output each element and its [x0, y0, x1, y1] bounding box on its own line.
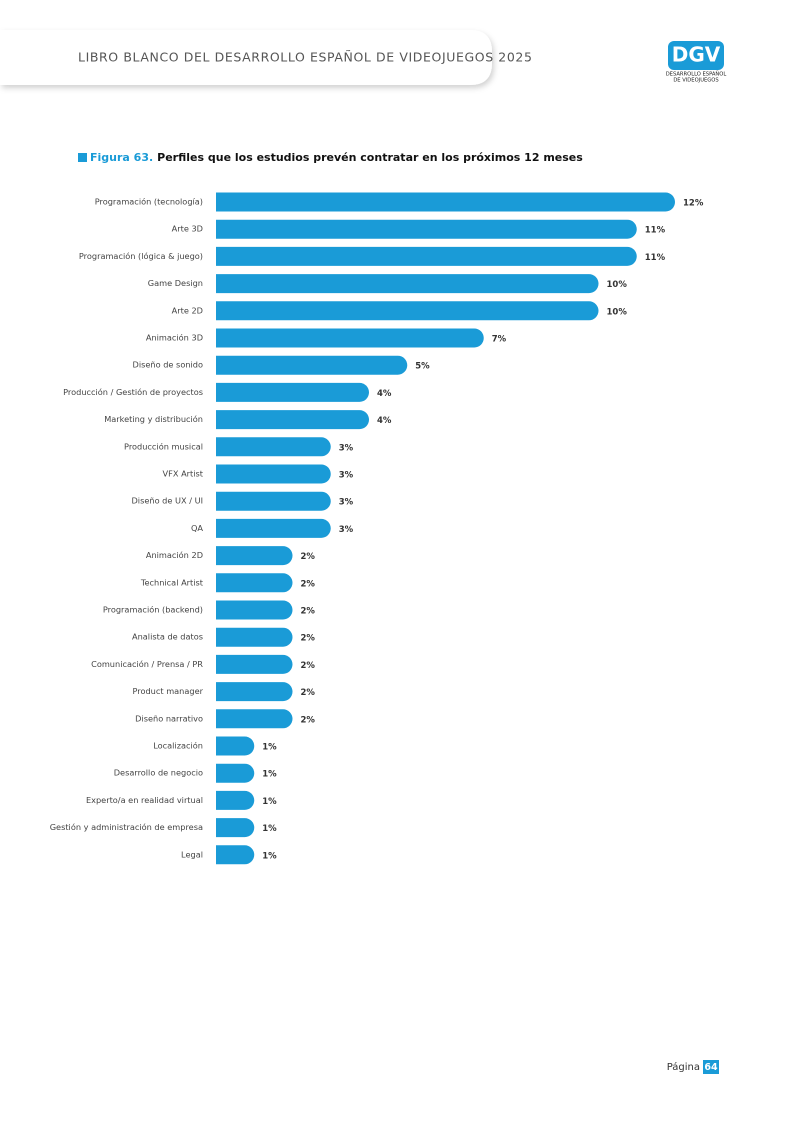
- category-label: Marketing y distribución: [104, 414, 203, 424]
- bar: [216, 709, 293, 729]
- value-label: 3%: [339, 525, 354, 535]
- category-label: Diseño de UX / UI: [132, 496, 204, 506]
- page-box: [703, 1060, 719, 1074]
- logo-mark: DGV: [672, 43, 721, 67]
- bar: [216, 219, 637, 239]
- bar: [216, 654, 293, 674]
- header-tab: [0, 30, 492, 85]
- category-label: Product manager: [133, 686, 204, 696]
- bar: [216, 274, 599, 294]
- value-label: 1%: [262, 797, 277, 807]
- value-label: 2%: [301, 661, 316, 671]
- category-label: Animación 2D: [146, 550, 203, 560]
- figure-title: Figura 63. Perfiles que los estudios prev…: [90, 151, 583, 164]
- category-label: Localización: [153, 741, 203, 751]
- category-label: Programación (tecnología): [95, 197, 203, 207]
- value-label: 2%: [301, 688, 316, 698]
- category-label: Animación 3D: [146, 333, 203, 343]
- category-label: Diseño narrativo: [135, 713, 203, 723]
- category-label: QA: [191, 523, 203, 533]
- value-label: 5%: [415, 362, 430, 372]
- value-label: 7%: [492, 335, 507, 345]
- category-label: Gestión y administración de empresa: [50, 822, 203, 832]
- value-label: 2%: [301, 607, 316, 617]
- figure-label: Figura 63.: [90, 151, 153, 164]
- logo-line: DESARROLLO ESPAÑOL: [666, 71, 727, 78]
- bar: [216, 491, 331, 511]
- value-label: 3%: [339, 498, 354, 508]
- category-label: Technical Artist: [140, 577, 204, 587]
- bar: [216, 600, 293, 620]
- category-label: Experto/a en realidad virtual: [86, 795, 203, 805]
- category-label: VFX Artist: [163, 469, 204, 479]
- category-label: Programación (backend): [103, 605, 203, 615]
- category-label: Producción musical: [124, 441, 203, 451]
- bar: [216, 518, 331, 538]
- category-label: Game Design: [148, 278, 203, 288]
- category-label: Legal: [181, 849, 203, 859]
- category-label: Comunicación / Prensa / PR: [91, 659, 203, 669]
- bar: [216, 437, 331, 457]
- bar: [216, 464, 331, 484]
- category-label: Producción / Gestión de proyectos: [63, 387, 203, 397]
- value-label: 11%: [645, 253, 666, 263]
- value-label: 2%: [301, 715, 316, 725]
- bar: [216, 818, 255, 838]
- value-label: 1%: [262, 851, 277, 861]
- value-label: 3%: [339, 443, 354, 453]
- page-label: Página: [667, 1061, 700, 1073]
- value-label: 3%: [339, 471, 354, 481]
- category-label: Arte 2D: [172, 305, 203, 315]
- bar: [216, 328, 484, 348]
- value-label: 10%: [607, 280, 628, 290]
- category-label: Diseño de sonido: [133, 360, 203, 370]
- bar: [216, 845, 255, 865]
- value-label: 1%: [262, 743, 277, 753]
- value-label: 4%: [377, 389, 392, 399]
- bar: [216, 246, 637, 266]
- category-label: Programación (lógica & juego): [79, 251, 203, 261]
- bar: [216, 573, 293, 593]
- figure-bullet: [78, 153, 87, 162]
- value-label: 1%: [262, 824, 277, 834]
- bar: [216, 790, 255, 810]
- figure-text: Perfiles que los estudios prevén contrat…: [157, 151, 583, 164]
- header-title: LIBRO BLANCO DEL DESARROLLO ESPAÑOL DE V…: [78, 50, 533, 65]
- bar: [216, 682, 293, 702]
- bar: [216, 627, 293, 647]
- value-label: 4%: [377, 416, 392, 426]
- bar: [216, 192, 676, 212]
- category-label: Desarrollo de negocio: [114, 768, 203, 778]
- category-label: Analista de datos: [132, 632, 203, 642]
- bar: [216, 546, 293, 566]
- bar: [216, 301, 599, 321]
- value-label: 2%: [301, 579, 316, 589]
- value-label: 11%: [645, 226, 666, 236]
- page-number: 64: [704, 1062, 718, 1073]
- bar: [216, 410, 369, 430]
- value-label: 2%: [301, 634, 316, 644]
- category-label: Arte 3D: [172, 224, 203, 234]
- bar: [216, 382, 369, 402]
- bar: [216, 355, 408, 375]
- value-label: 10%: [607, 307, 628, 317]
- bar: [216, 763, 255, 783]
- value-label: 2%: [301, 552, 316, 562]
- bar: [216, 736, 255, 756]
- value-label: 12%: [683, 199, 704, 209]
- logo-line: DE VIDEOJUEGOS: [673, 78, 718, 84]
- chart: Programación (tecnología) 12% Arte 3D 11% Pr…: [50, 192, 704, 865]
- value-label: 1%: [262, 770, 277, 780]
- logo-box: [668, 41, 724, 70]
